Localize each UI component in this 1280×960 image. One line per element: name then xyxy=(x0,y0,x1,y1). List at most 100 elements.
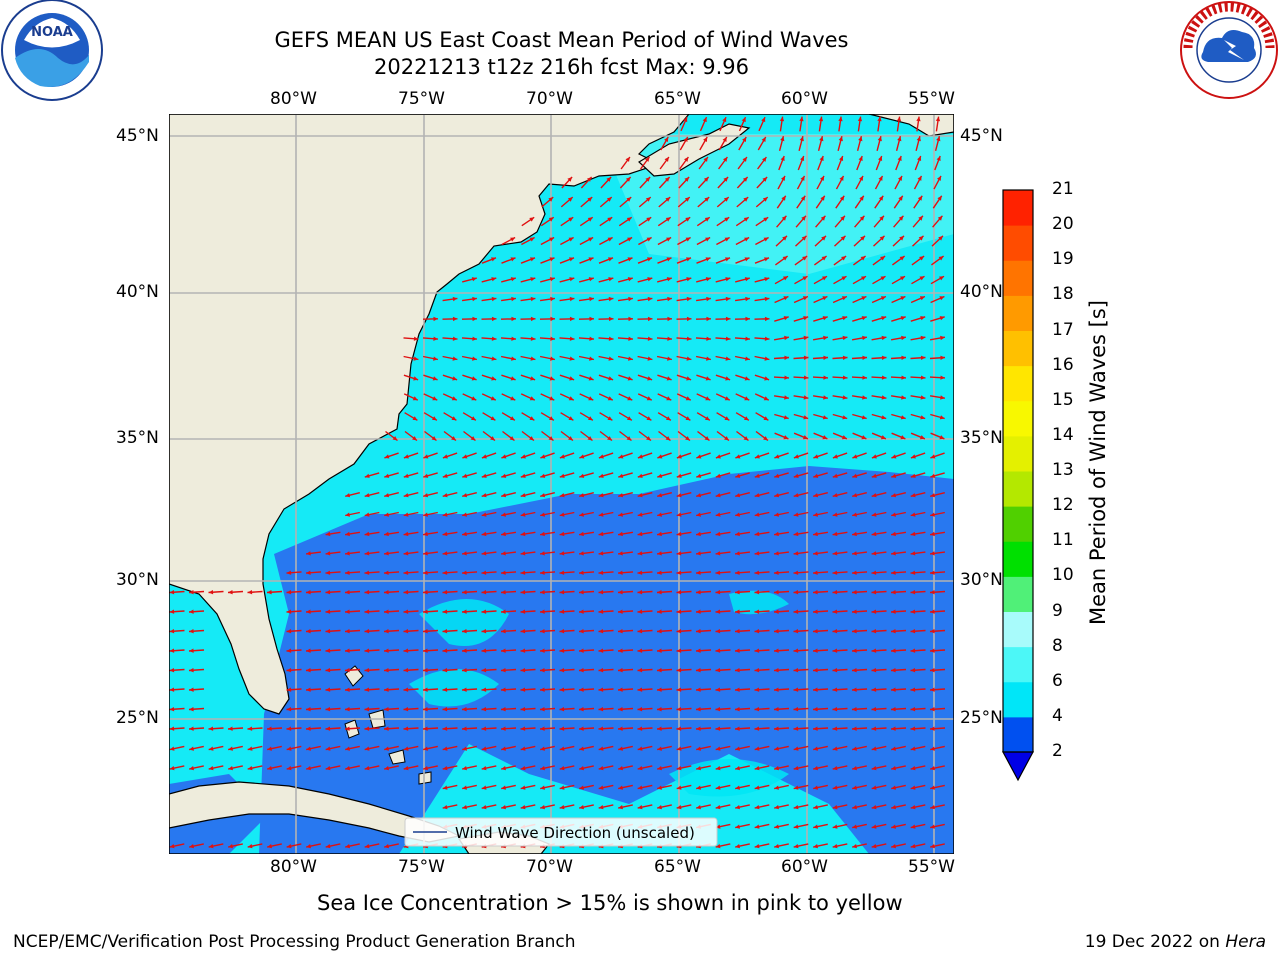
wind-wave-arrowhead xyxy=(774,785,779,790)
wind-wave-arrowhead xyxy=(549,257,555,262)
wind-wave-arrowhead xyxy=(364,687,370,692)
wind-wave-arrowhead xyxy=(715,531,721,537)
wind-wave-arrowhead xyxy=(930,512,935,517)
wind-wave-arrowhead xyxy=(781,215,787,221)
wind-wave-arrowhead xyxy=(189,648,194,653)
wind-wave-arrowhead xyxy=(684,157,689,162)
wind-wave-arrowhead xyxy=(871,609,877,614)
wind-wave-arrowhead xyxy=(501,590,506,595)
wind-wave-arrowhead xyxy=(832,629,838,634)
colorbar-segment xyxy=(1003,190,1033,226)
wind-wave-arrowhead xyxy=(481,785,487,790)
wind-wave-arrowhead xyxy=(462,746,467,751)
wind-wave-arrowhead xyxy=(920,316,926,321)
wind-wave-arrowhead xyxy=(540,531,545,537)
wind-wave-arrowhead xyxy=(665,436,671,441)
wind-wave-arrowhead xyxy=(801,235,807,241)
wind-wave-arrowhead xyxy=(735,629,740,634)
wind-wave-arrowhead xyxy=(325,590,331,595)
wind-wave-arrowhead xyxy=(774,609,779,614)
wind-wave-arrowhead xyxy=(403,629,409,634)
wind-wave-arrowhead xyxy=(735,707,740,712)
wind-wave-arrowhead xyxy=(803,316,809,321)
wind-wave-arrowhead xyxy=(813,805,818,810)
wind-wave-arrowhead xyxy=(628,356,633,361)
wind-wave-arrowhead xyxy=(715,668,721,673)
wind-wave-arrowhead xyxy=(471,376,477,381)
wind-wave-arrowhead xyxy=(364,590,370,595)
wind-wave-arrowhead xyxy=(852,493,858,498)
wind-wave-arrowhead xyxy=(540,687,545,692)
wind-wave-arrowhead xyxy=(940,375,945,380)
wind-wave-arrowhead xyxy=(423,570,428,575)
wind-wave-arrowhead xyxy=(723,157,728,162)
wind-wave-arrowhead xyxy=(481,512,487,517)
wind-wave-arrowhead xyxy=(706,356,711,361)
wind-wave-arrowhead xyxy=(715,609,721,614)
wind-wave-arrowhead xyxy=(306,687,311,692)
wind-wave-arrowhead xyxy=(930,785,935,790)
wind-wave-arrowhead xyxy=(664,157,669,162)
wind-wave-arrowhead xyxy=(471,396,477,401)
wind-wave-arrowhead xyxy=(676,609,682,614)
wind-wave-arrowhead xyxy=(423,629,428,634)
footer-branch: NCEP/EMC/Verification Post Processing Pr… xyxy=(13,932,576,952)
wind-wave-arrowhead xyxy=(936,156,941,161)
wind-wave-arrowhead xyxy=(676,590,682,595)
wind-wave-arrowhead xyxy=(813,687,818,692)
wind-wave-arrowhead xyxy=(169,609,175,614)
wind-wave-arrowhead xyxy=(529,436,534,441)
wind-wave-arrowhead xyxy=(384,551,389,556)
wind-wave-arrowhead xyxy=(891,766,896,771)
wind-wave-arrowhead xyxy=(676,726,682,731)
wind-wave-arrowhead xyxy=(540,707,545,712)
wind-wave-arrowhead xyxy=(723,177,729,182)
wind-wave-arrowhead xyxy=(384,454,390,459)
wind-wave-arrowhead xyxy=(822,296,828,301)
wind-wave-arrowhead xyxy=(345,609,350,614)
wind-wave-arrowhead xyxy=(567,177,573,182)
wind-wave-arrowhead xyxy=(696,570,701,575)
wind-wave-arrowhead xyxy=(559,570,565,575)
wind-wave-arrowhead xyxy=(793,551,799,556)
wind-wave-arrowhead xyxy=(813,493,819,498)
wind-wave-arrowhead xyxy=(471,277,477,282)
wind-wave-arrowhead xyxy=(763,416,769,421)
wind-wave-arrowhead xyxy=(423,512,428,517)
wind-wave-arrowhead xyxy=(801,215,806,221)
wind-wave-arrowhead xyxy=(559,473,565,478)
wind-wave-arrowhead xyxy=(442,805,448,810)
wind-wave-arrowhead xyxy=(286,609,292,614)
wind-wave-arrowhead xyxy=(588,396,594,401)
lon-top-label: 55°W xyxy=(908,89,955,109)
wind-wave-arrowhead xyxy=(878,195,884,201)
wind-wave-arrowhead xyxy=(742,177,748,182)
wind-wave-arrowhead xyxy=(520,746,526,751)
wind-wave-arrowhead xyxy=(744,277,750,282)
lat-right-label: 25°N xyxy=(960,708,1003,728)
wind-wave-arrowhead xyxy=(530,316,536,322)
wind-wave-arrowhead xyxy=(754,824,760,829)
wind-wave-arrowhead xyxy=(247,746,253,751)
wind-wave-arrowhead xyxy=(910,512,916,517)
wind-wave-arrowhead xyxy=(618,785,623,790)
wind-wave-arrowhead xyxy=(930,473,936,478)
wind-wave-arrowhead xyxy=(735,844,740,849)
wind-wave-arrowhead xyxy=(452,296,458,302)
colorbar-tick-label: 10 xyxy=(1052,565,1074,586)
wind-wave-arrowhead xyxy=(481,629,487,634)
wind-wave-arrowhead xyxy=(618,766,623,771)
wind-wave-arrowhead xyxy=(754,785,760,790)
wind-wave-arrowhead xyxy=(832,609,838,614)
wind-wave-arrowhead xyxy=(423,609,428,614)
wind-wave-arrowhead xyxy=(442,707,448,712)
wind-wave-arrowhead xyxy=(774,473,780,478)
wind-wave-arrowhead xyxy=(286,707,292,712)
wind-wave-arrowhead xyxy=(724,396,730,401)
wind-wave-arrowhead xyxy=(881,335,887,341)
wind-wave-arrowhead xyxy=(481,805,487,810)
wind-wave-arrowhead xyxy=(228,746,233,751)
wind-wave-arrowhead xyxy=(325,844,331,849)
wind-wave-arrowhead xyxy=(520,493,526,498)
wind-wave-arrowhead xyxy=(793,473,799,478)
